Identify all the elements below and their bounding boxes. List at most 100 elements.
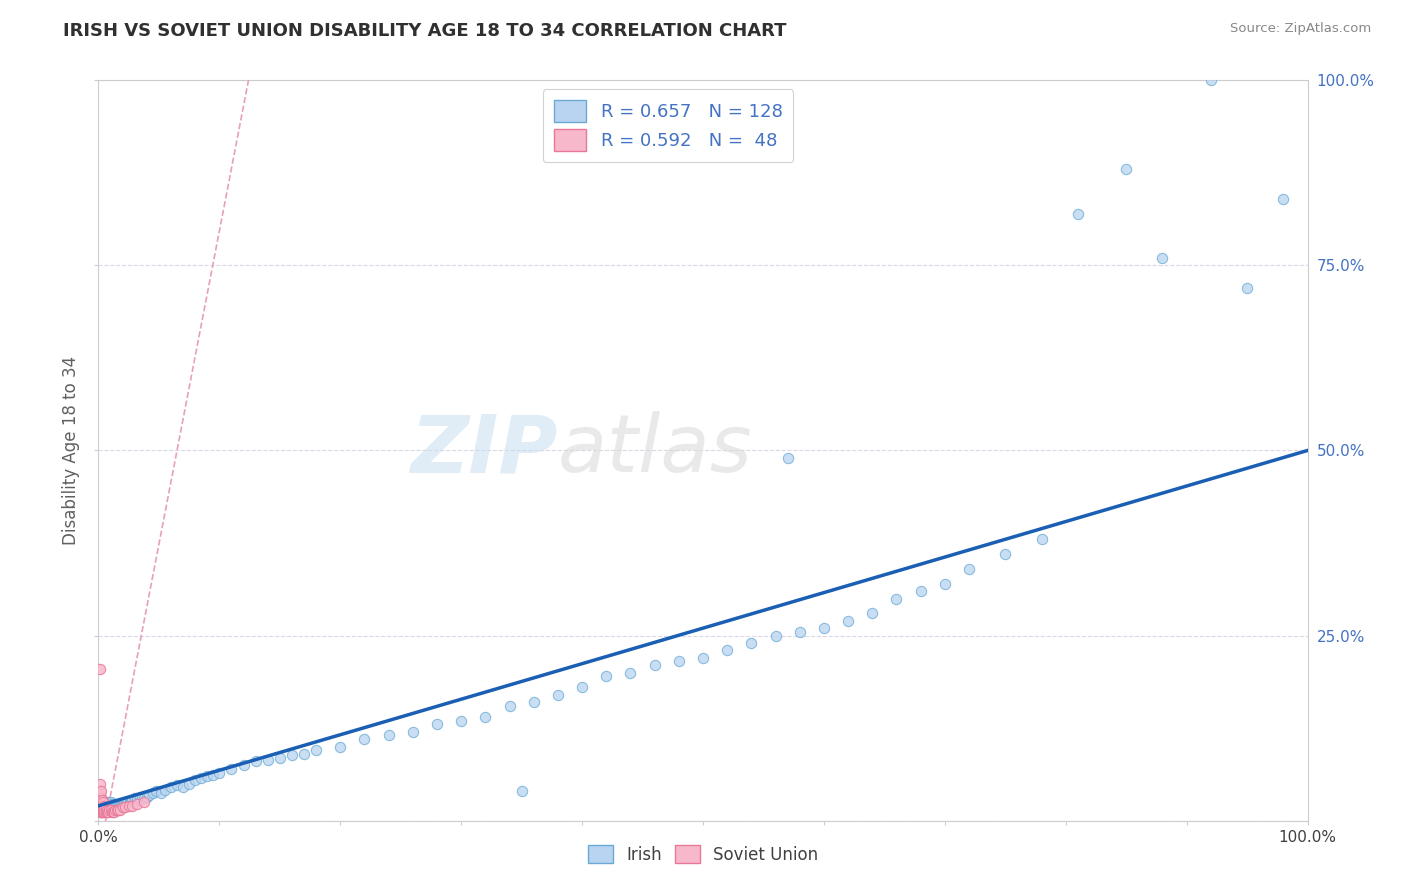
Point bbox=[94, 795, 117, 809]
Point bbox=[94, 803, 117, 817]
Point bbox=[91, 805, 114, 819]
Point bbox=[498, 698, 520, 713]
Point bbox=[994, 547, 1017, 561]
Point bbox=[89, 795, 111, 809]
Point bbox=[91, 803, 114, 817]
Point bbox=[93, 803, 115, 817]
Point bbox=[107, 803, 129, 817]
Point bbox=[115, 797, 138, 812]
Point bbox=[232, 758, 254, 772]
Point bbox=[98, 803, 121, 817]
Point bbox=[90, 798, 112, 813]
Y-axis label: Disability Age 18 to 34: Disability Age 18 to 34 bbox=[62, 356, 80, 545]
Point bbox=[89, 803, 111, 817]
Point bbox=[402, 724, 425, 739]
Point bbox=[329, 739, 352, 754]
Point bbox=[837, 614, 859, 628]
Point bbox=[619, 665, 641, 680]
Point bbox=[127, 797, 149, 812]
Point bbox=[131, 789, 153, 804]
Point bbox=[90, 800, 112, 814]
Point bbox=[172, 780, 194, 795]
Point bbox=[957, 562, 980, 576]
Point bbox=[118, 798, 141, 813]
Point bbox=[89, 798, 111, 813]
Point bbox=[134, 795, 156, 809]
Point bbox=[89, 795, 111, 809]
Point bbox=[107, 800, 129, 814]
Point bbox=[160, 780, 183, 795]
Point bbox=[91, 798, 114, 813]
Point bbox=[89, 662, 111, 676]
Point bbox=[89, 805, 111, 819]
Point bbox=[1067, 206, 1090, 220]
Point bbox=[103, 797, 125, 812]
Point bbox=[450, 714, 472, 728]
Point bbox=[90, 784, 112, 798]
Point bbox=[108, 803, 131, 817]
Point bbox=[114, 800, 136, 814]
Point bbox=[89, 784, 111, 798]
Point bbox=[269, 750, 291, 764]
Point bbox=[108, 798, 131, 813]
Point bbox=[97, 795, 120, 809]
Point bbox=[108, 800, 131, 814]
Point bbox=[103, 805, 125, 819]
Point bbox=[202, 768, 225, 782]
Point bbox=[91, 800, 114, 814]
Point bbox=[104, 803, 127, 817]
Point bbox=[90, 791, 112, 805]
Point bbox=[595, 669, 617, 683]
Point bbox=[118, 795, 141, 809]
Point bbox=[256, 753, 278, 767]
Point bbox=[90, 803, 112, 817]
Point bbox=[1199, 73, 1222, 87]
Point bbox=[305, 743, 328, 757]
Point bbox=[89, 800, 111, 814]
Point bbox=[377, 729, 399, 743]
Point bbox=[765, 628, 787, 642]
Point bbox=[121, 798, 143, 813]
Point bbox=[96, 803, 118, 817]
Legend: Irish, Soviet Union: Irish, Soviet Union bbox=[581, 838, 825, 871]
Point bbox=[89, 798, 111, 813]
Point bbox=[1272, 192, 1295, 206]
Point bbox=[195, 769, 218, 783]
Point bbox=[104, 803, 127, 817]
Point bbox=[94, 800, 117, 814]
Point bbox=[90, 805, 112, 819]
Point bbox=[100, 797, 122, 812]
Point bbox=[100, 803, 122, 817]
Point bbox=[89, 797, 111, 812]
Point bbox=[124, 791, 146, 805]
Point bbox=[94, 800, 117, 814]
Point bbox=[107, 803, 129, 817]
Point bbox=[474, 710, 496, 724]
Point bbox=[281, 748, 304, 763]
Point bbox=[510, 784, 533, 798]
Point bbox=[93, 805, 115, 819]
Point bbox=[97, 803, 120, 817]
Point bbox=[96, 797, 118, 812]
Point bbox=[100, 795, 122, 809]
Point bbox=[91, 798, 114, 813]
Point bbox=[93, 800, 115, 814]
Point bbox=[96, 803, 118, 817]
Point bbox=[860, 607, 883, 621]
Point bbox=[111, 800, 134, 814]
Point bbox=[221, 762, 243, 776]
Point bbox=[91, 803, 114, 817]
Point bbox=[886, 591, 908, 606]
Point bbox=[150, 785, 173, 799]
Point bbox=[91, 795, 114, 809]
Point bbox=[184, 772, 207, 787]
Point bbox=[96, 805, 118, 819]
Point bbox=[103, 803, 125, 817]
Point bbox=[117, 795, 139, 809]
Point bbox=[934, 576, 956, 591]
Point bbox=[166, 778, 188, 792]
Point bbox=[523, 695, 546, 709]
Point bbox=[644, 658, 666, 673]
Point bbox=[91, 798, 114, 813]
Point bbox=[91, 797, 114, 812]
